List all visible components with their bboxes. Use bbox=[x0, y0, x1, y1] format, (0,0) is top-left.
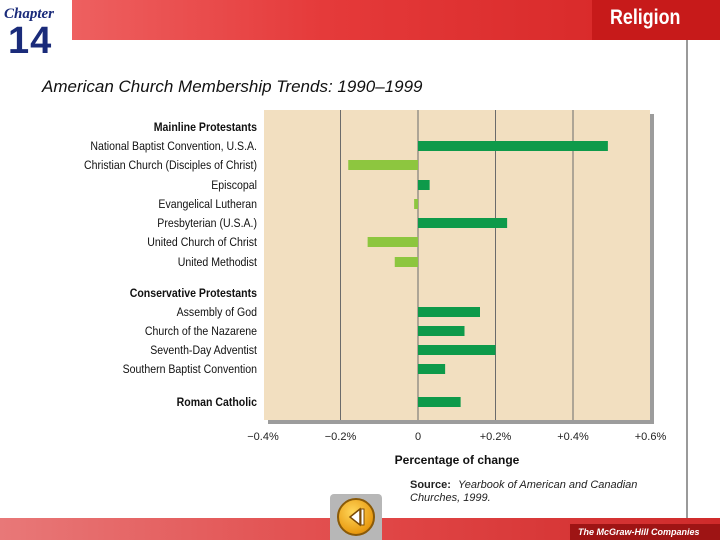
x-tick-label: +0.2% bbox=[480, 431, 512, 443]
publisher-logo: The McGraw-Hill Companies bbox=[570, 524, 720, 540]
bar bbox=[418, 345, 496, 355]
category-label: Seventh-Day Adventist bbox=[150, 344, 258, 357]
bar bbox=[418, 218, 508, 228]
x-tick-label: +0.4% bbox=[557, 431, 589, 443]
right-divider bbox=[686, 40, 688, 518]
plot-area bbox=[264, 110, 650, 420]
bar bbox=[418, 397, 461, 407]
x-tick-label: −0.4% bbox=[247, 431, 279, 443]
back-button[interactable] bbox=[330, 494, 382, 540]
back-arrow-icon bbox=[337, 498, 375, 536]
category-label: United Methodist bbox=[178, 256, 258, 269]
x-tick-label: +0.6% bbox=[635, 431, 667, 443]
category-label: Episcopal bbox=[211, 179, 257, 192]
bar bbox=[414, 199, 418, 209]
category-label: Church of the Nazarene bbox=[145, 325, 257, 338]
source-text: Yearbook of American and Canadian Church… bbox=[410, 479, 638, 504]
source-note: Source: Yearbook of American and Canadia… bbox=[410, 479, 680, 505]
category-label: Presbyterian (U.S.A.) bbox=[157, 217, 257, 230]
chapter-number: 14 bbox=[8, 20, 53, 62]
x-axis-title: Percentage of change bbox=[395, 453, 520, 467]
bar bbox=[418, 364, 446, 374]
category-label: Evangelical Lutheran bbox=[158, 198, 257, 211]
page-title: American Church Membership Trends: 1990–… bbox=[42, 77, 423, 96]
bar bbox=[394, 257, 418, 267]
group-header-label: Mainline Protestants bbox=[154, 121, 257, 134]
x-tick-label: −0.2% bbox=[325, 431, 357, 443]
bar bbox=[418, 141, 608, 151]
group-header-label: Conservative Protestants bbox=[130, 287, 257, 300]
source-label: Source: bbox=[410, 479, 451, 491]
category-label: Southern Baptist Convention bbox=[123, 363, 257, 376]
x-tick-label: 0 bbox=[415, 431, 421, 443]
bar bbox=[367, 237, 418, 247]
category-label: Assembly of God bbox=[177, 306, 257, 319]
category-label: United Church of Christ bbox=[147, 236, 257, 249]
subject-tab bbox=[592, 0, 720, 40]
group-header-label: Roman Catholic bbox=[177, 396, 257, 409]
bar bbox=[418, 180, 430, 190]
category-label: Christian Church (Disciples of Christ) bbox=[84, 159, 257, 172]
chapter-badge: Chapter 14 bbox=[0, 0, 72, 64]
subject-title: Religion bbox=[610, 6, 681, 29]
bar bbox=[348, 160, 418, 170]
chapter-label: Chapter bbox=[4, 6, 55, 22]
category-label: National Baptist Convention, U.S.A. bbox=[90, 140, 257, 153]
bar bbox=[418, 307, 480, 317]
bar bbox=[418, 326, 465, 336]
